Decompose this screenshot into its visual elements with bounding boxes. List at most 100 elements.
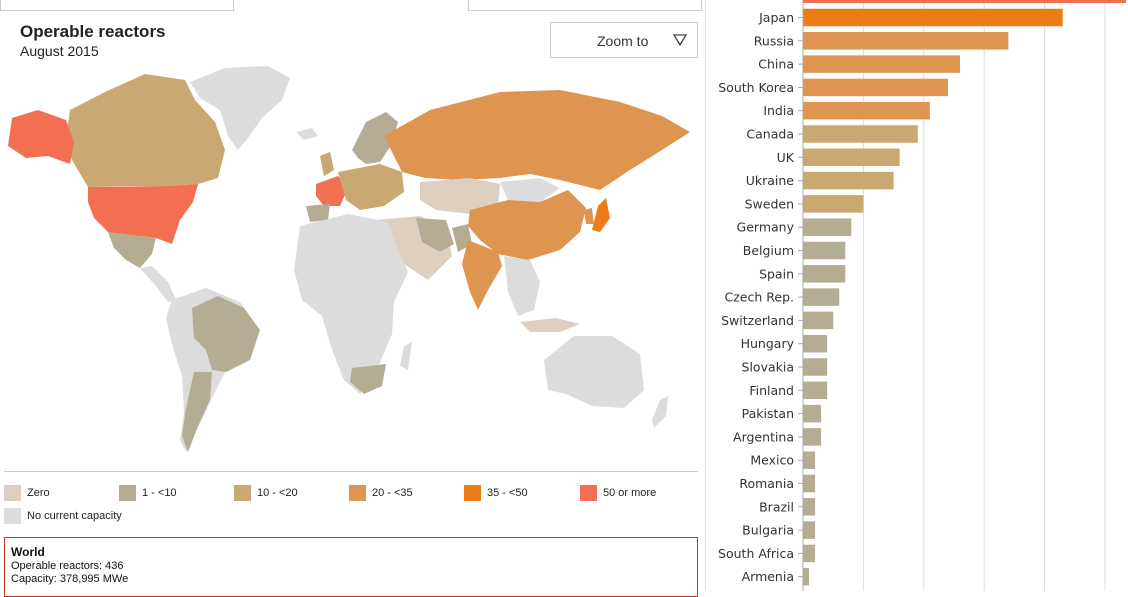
map-region-iran[interactable] [416,218,454,252]
world-map[interactable] [0,60,700,465]
legend-label: 50 or more [603,487,657,499]
map-region-central-europe[interactable] [338,164,404,210]
map-region-russia[interactable] [384,90,690,190]
bar-category-label: Ukraine [746,173,795,188]
map-region-usa[interactable] [88,184,198,244]
map-region-canada[interactable] [66,74,225,187]
bar[interactable] [803,567,810,586]
legend-swatch [234,485,251,501]
bar[interactable] [803,544,816,563]
world-capacity: Capacity: 378,995 MWe [11,573,129,585]
bar[interactable] [803,78,948,97]
map-region-brazil[interactable] [192,296,260,372]
map-region-south-africa[interactable] [350,364,386,394]
map-region-madagascar[interactable] [400,342,412,370]
bar[interactable] [803,55,961,73]
world-summary-title: World [11,545,45,559]
bar[interactable] [803,428,822,446]
top-left-control [0,0,234,11]
top-right-control [468,0,702,11]
legend-swatch [4,508,21,524]
map-region-central-america[interactable] [140,266,176,302]
map-region-mongolia[interactable] [500,178,560,202]
map-region-spain[interactable] [306,204,330,222]
legend-swatch [119,485,136,501]
map-region-india[interactable] [462,240,502,310]
bar-category-label: Japan [758,10,794,25]
bar-category-label: Russia [754,33,794,48]
bar-category-label: Mexico [750,453,794,468]
map-region-indonesia[interactable] [520,318,580,332]
map-region-france[interactable] [316,176,348,206]
bar[interactable] [803,171,894,190]
bar-category-label: Sweden [745,196,794,211]
bar-category-label: Pakistan [742,406,794,421]
bar[interactable] [803,334,828,353]
bar-category-label: Argentina [733,429,794,444]
legend-swatch [580,485,597,501]
map-region-central-asia[interactable] [420,178,500,214]
bar[interactable] [803,288,840,306]
bar[interactable] [803,241,846,260]
bar-category-label: Finland [749,383,794,398]
zoom-to-dropdown[interactable]: Zoom to [550,22,698,58]
bar-category-label: Armenia [742,569,794,584]
bar[interactable] [803,474,816,493]
map-subtitle: August 2015 [20,43,99,59]
map-region-alaska[interactable] [8,110,74,164]
bar[interactable] [803,358,828,376]
legend-label: 35 - <50 [487,487,528,499]
map-region-mexico[interactable] [108,232,156,268]
legend-label: No current capacity [27,510,122,522]
map-region-australia[interactable] [544,336,644,408]
bar[interactable] [803,498,816,516]
chevron-down-icon [673,34,687,46]
legend-label: Zero [27,487,50,499]
legend-swatch [464,485,481,501]
bar-partial-top[interactable] [803,0,1126,3]
bar[interactable] [803,148,900,167]
bar[interactable] [803,125,918,143]
map-region-new-zealand[interactable] [652,396,668,428]
bar[interactable] [803,265,846,283]
bar-category-label: Hungary [741,336,795,351]
map-region-scandinavia[interactable] [352,112,398,164]
map-region-argentina[interactable] [182,372,212,452]
bar[interactable] [803,195,864,213]
map-region-korea[interactable] [584,208,594,224]
bar-category-label: Belgium [743,243,794,258]
bar[interactable] [803,521,816,539]
bar-category-label: Czech Rep. [725,290,794,305]
bar[interactable] [803,311,834,330]
map-region-southeast-asia[interactable] [504,256,540,316]
bar-category-label: Bulgaria [742,523,794,538]
bar-category-label: Brazil [759,499,794,514]
map-region-japan[interactable] [592,198,610,232]
map-region-uk[interactable] [320,152,334,176]
map-region-iceland[interactable] [296,128,318,140]
bar[interactable] [803,101,930,120]
legend-label: 20 - <35 [372,487,413,499]
bar-category-label: Canada [746,127,794,142]
legend-divider [4,471,698,472]
bar[interactable] [803,381,828,400]
bar-category-label: South Korea [718,80,794,95]
bar-category-label: Switzerland [721,313,794,328]
legend-swatch [4,485,21,501]
bar-category-label: India [763,103,794,118]
map-region-africa[interactable] [294,214,408,394]
zoom-to-label: Zoom to [597,33,649,49]
map-region-china[interactable] [468,190,586,260]
bar-category-label: China [758,57,794,72]
bar-category-label: Romania [739,476,794,491]
bar[interactable] [803,451,816,469]
bar-category-label: Spain [759,266,794,281]
legend-label: 1 - <10 [142,487,177,499]
map-region-greenland[interactable] [190,66,290,150]
bar[interactable] [803,32,1009,50]
world-summary-box: World Operable reactors: 436 Capacity: 3… [4,537,698,597]
bar[interactable] [803,218,852,236]
reactor-bar-chart: Japan Russia China South Korea India Canada UK… [718,0,1126,591]
bar[interactable] [803,8,1063,27]
bar[interactable] [803,404,822,423]
